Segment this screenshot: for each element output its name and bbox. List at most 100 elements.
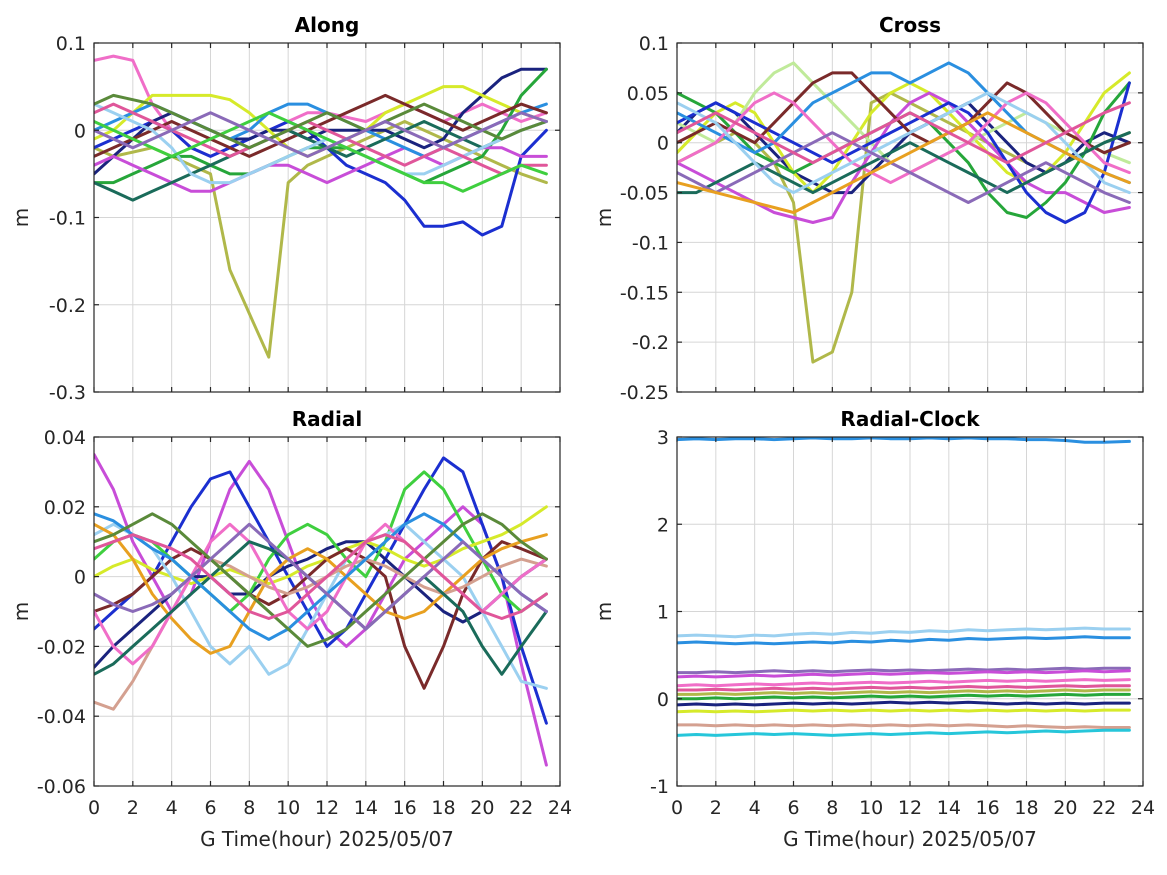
x-tick-label: 2 [127, 797, 139, 819]
x-tick-label: 22 [509, 797, 533, 819]
x-tick-label: 10 [276, 797, 300, 819]
cross-series-line [677, 131, 1131, 195]
along-series-line [94, 102, 548, 185]
y-tick-label: -0.15 [620, 282, 669, 304]
radial-clock-panel: 0 2 4 6 8 10 12 14 16 18 20 22 24-10123Radial-Clockm… [592, 407, 1155, 851]
radial-series-group [94, 452, 548, 767]
radial-clock-series-line [677, 700, 1131, 707]
y-tick-label: -1 [650, 776, 669, 798]
radial-series-line [94, 540, 548, 690]
radial-clock-series-line [677, 688, 1131, 696]
y-tick-label: -0.1 [632, 232, 669, 254]
x-tick-label: 18 [1014, 797, 1038, 819]
y-tick-label: 1 [657, 602, 669, 624]
cross-series-line [677, 131, 1131, 204]
cross-series-group [677, 61, 1131, 364]
radial-series-line [94, 522, 548, 690]
x-tick-label: 12 [898, 797, 922, 819]
radial-clock-series-line [677, 684, 1131, 692]
along-series-line [94, 111, 548, 193]
y-tick-label: -0.06 [37, 776, 86, 798]
x-tick-label: 6 [787, 797, 799, 819]
radial-clock-series-line [677, 728, 1131, 737]
y-tick-label: -0.3 [49, 382, 86, 404]
x-tick-label: 4 [749, 797, 761, 819]
y-tick-label: -0.04 [37, 706, 86, 728]
x-tick-label: 14 [354, 797, 378, 819]
radial-clock-series-line [677, 692, 1131, 701]
radial-clock-series-line [677, 723, 1131, 729]
radial-clock-series-line [677, 626, 1131, 639]
y-tick-label: -0.2 [49, 295, 86, 317]
x-tick-label: 24 [1131, 797, 1155, 819]
radial-clock-series-group [677, 437, 1131, 737]
radial-clock-series-line [677, 437, 1131, 444]
x-tick-label: 12 [315, 797, 339, 819]
x-tick-label: 20 [470, 797, 494, 819]
radial-title: Radial [292, 407, 362, 431]
x-tick-label: 2 [710, 797, 722, 819]
x-tick-label: 6 [204, 797, 216, 819]
x-tick-label: 14 [937, 797, 961, 819]
x-tick-label: 8 [243, 797, 255, 819]
radial-clock-title: Radial-Clock [840, 407, 980, 431]
along-series-line [94, 93, 548, 150]
x-tick-label: 10 [859, 797, 883, 819]
y-tick-label: -0.1 [49, 208, 86, 230]
along-series-line [94, 111, 548, 158]
radial-series-line [94, 512, 548, 648]
radial-panel: 0 2 4 6 8 10 12 14 16 18 20 22 24-0.06-0.04-0.0200.0… [9, 407, 572, 851]
radial-clock-series-line [677, 678, 1131, 688]
along-series-line [94, 102, 548, 176]
x-tick-label: 8 [826, 797, 838, 819]
y-tick-label: -0.25 [620, 382, 669, 404]
cross-series-line [677, 111, 1131, 214]
y-tick-label: 0.05 [627, 83, 669, 105]
cross-title: Cross [879, 13, 941, 37]
y-tick-label: 0 [74, 120, 86, 142]
radial-series-line [94, 505, 548, 586]
y-tick-label: 0.04 [44, 427, 86, 449]
cross-series-line [677, 101, 1131, 165]
x-tick-label: 0 [88, 797, 100, 819]
radial-series-line [94, 456, 548, 725]
y-tick-label: -0.02 [37, 636, 86, 658]
y-tick-label: -0.05 [620, 183, 669, 205]
y-tick-label: 2 [657, 514, 669, 536]
cross-series-line [677, 81, 1131, 224]
radial-clock-series-line [677, 669, 1131, 679]
radial-clock-series-line [677, 708, 1131, 714]
x-tick-label: 4 [166, 797, 178, 819]
x-tick-label: 22 [1092, 797, 1116, 819]
x-tick-label: 20 [1053, 797, 1077, 819]
y-tick-label: -0.2 [632, 332, 669, 354]
y-tick-label: 0 [74, 567, 86, 589]
x-tick-label: 18 [431, 797, 455, 819]
radial-ylabel: m [9, 602, 33, 621]
cross-series-line [677, 71, 1131, 155]
along-panel: -0.3 -0.2 -0.1 0 0.1 Along m [9, 13, 561, 404]
y-tick-label: 0.02 [44, 497, 86, 519]
y-tick-label: 0 [657, 689, 669, 711]
x-tick-label: 24 [548, 797, 572, 819]
radial-clock-ylabel: m [592, 602, 616, 621]
cross-series-line [677, 91, 1131, 185]
cross-series-line [677, 91, 1131, 195]
along-title: Along [295, 13, 360, 37]
radial-xlabel: G Time(hour) 2025/05/07 [200, 827, 454, 851]
radial-clock-series-line [677, 635, 1131, 646]
y-tick-label: 0 [657, 133, 669, 155]
along-ylabel: m [9, 208, 33, 227]
x-tick-label: 16 [976, 797, 1000, 819]
y-tick-label: 0.1 [56, 33, 86, 55]
x-tick-label: 0 [671, 797, 683, 819]
y-tick-label: 0.1 [639, 33, 669, 55]
radial-clock-series-line [677, 666, 1131, 675]
cross-panel: -0.25 -0.2 -0.15 -0.1 -0.05 0 0.05 0.1 Cross m [592, 13, 1144, 404]
radial-series-line [94, 533, 548, 620]
y-tick-label: 3 [657, 427, 669, 449]
cross-ylabel: m [592, 208, 616, 227]
along-series-line [94, 67, 548, 185]
x-tick-label: 16 [393, 797, 417, 819]
